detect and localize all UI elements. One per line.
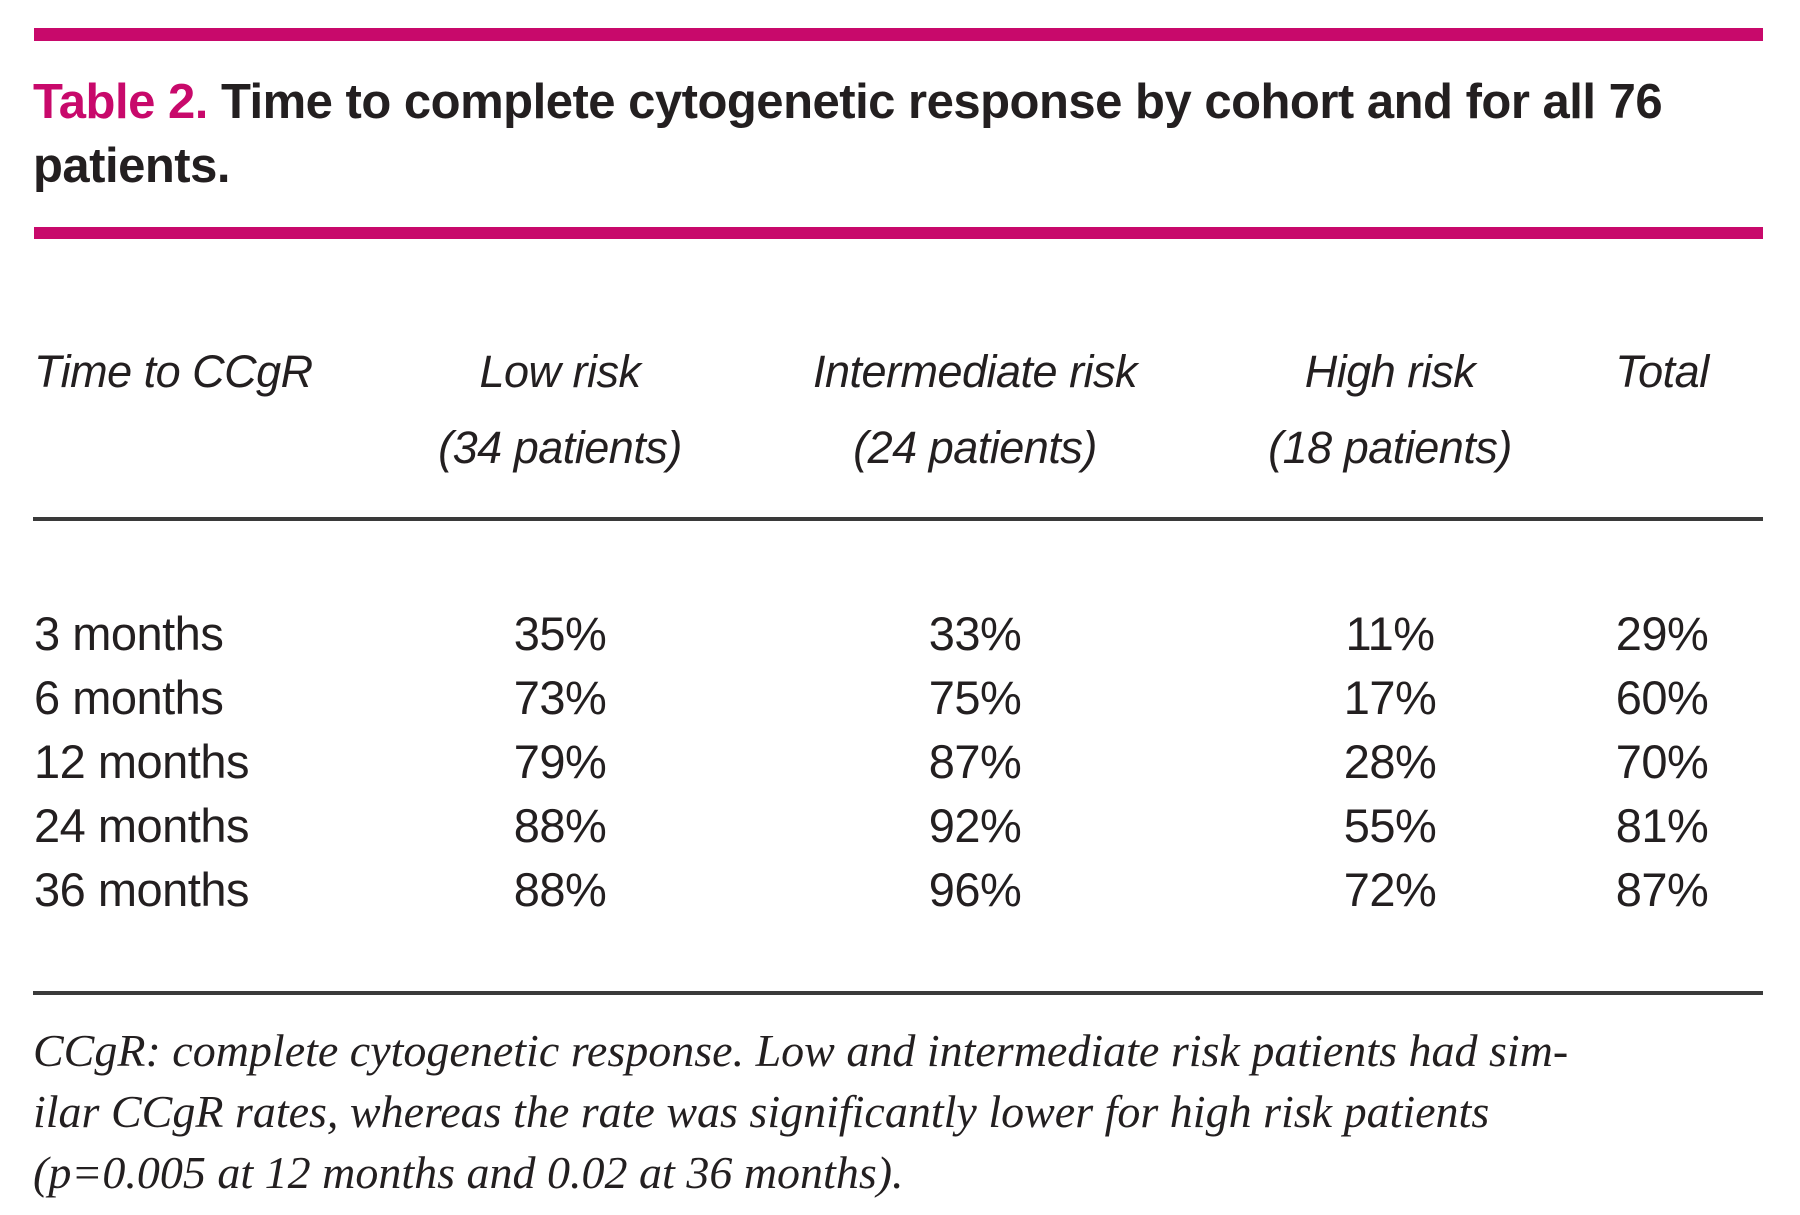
column-header-high-risk: High risk (18 patients) [1220, 334, 1560, 486]
value-cell-intermediate: 96% [928, 863, 1022, 916]
column-header-label: Intermediate risk [812, 346, 1138, 397]
table-row: 24 months 88% 92% 55% 81% [34, 794, 1764, 858]
table-row: 12 months 79% 87% 28% 70% [34, 730, 1764, 794]
value-cell-total: 81% [1615, 799, 1709, 852]
row-label: 24 months [34, 799, 249, 852]
value-cell-low: 35% [513, 607, 607, 660]
table-footnote: CCgR: complete cytogenetic response. Low… [33, 1020, 1793, 1203]
value-cell-intermediate: 92% [928, 799, 1022, 852]
column-header-label: Total [1615, 346, 1709, 397]
row-label: 36 months [34, 863, 249, 916]
table-row: 6 months 73% 75% 17% 60% [34, 666, 1764, 730]
value-cell-total: 29% [1615, 607, 1709, 660]
column-header-subline: (24 patients) [853, 422, 1097, 473]
value-cell-intermediate: 75% [928, 671, 1022, 724]
value-cell-intermediate: 87% [928, 735, 1022, 788]
table-body: 3 months 35% 33% 11% 29% 6 months 73% 75… [34, 602, 1764, 922]
footnote-line: (p=0.005 at 12 months and 0.02 at 36 mon… [33, 1147, 904, 1198]
value-cell-high: 11% [1345, 607, 1435, 660]
row-label: 3 months [34, 607, 224, 660]
column-header-subline: (34 patients) [438, 422, 682, 473]
column-header-low-risk: Low risk (34 patients) [390, 334, 730, 486]
table-title: Table 2. Time to complete cytogenetic re… [33, 70, 1783, 198]
column-header-subline: (18 patients) [1268, 422, 1512, 473]
value-cell-low: 73% [513, 671, 607, 724]
table-title-text: Time to complete cytogenetic response by… [33, 75, 1663, 193]
value-cell-total: 60% [1615, 671, 1709, 724]
header-separator-rule [33, 517, 1763, 521]
value-cell-intermediate: 33% [928, 607, 1022, 660]
value-cell-low: 88% [513, 799, 607, 852]
table-row: 36 months 88% 96% 72% 87% [34, 858, 1764, 922]
value-cell-high: 17% [1343, 671, 1437, 724]
title-bottom-accent-rule [34, 227, 1763, 239]
value-cell-low: 88% [513, 863, 607, 916]
column-header-intermediate-risk: Intermediate risk (24 patients) [730, 334, 1220, 486]
top-accent-rule [34, 28, 1763, 41]
column-header-total: Total [1560, 334, 1764, 486]
table-number-label: Table 2. [33, 75, 208, 129]
row-label: 12 months [34, 735, 249, 788]
table-row: 3 months 35% 33% 11% 29% [34, 602, 1764, 666]
value-cell-low: 79% [513, 735, 607, 788]
value-cell-high: 28% [1343, 735, 1437, 788]
column-header-label: Time to CCgR [34, 346, 313, 397]
footnote-line: CCgR: complete cytogenetic response. Low… [33, 1025, 1569, 1076]
table-header-row: Time to CCgR Low risk (34 patients) Inte… [34, 334, 1764, 486]
value-cell-total: 87% [1615, 863, 1709, 916]
value-cell-high: 72% [1343, 863, 1437, 916]
column-header-time-to-ccgr: Time to CCgR [34, 334, 390, 486]
row-label: 6 months [34, 671, 224, 724]
value-cell-high: 55% [1343, 799, 1437, 852]
column-header-label: High risk [1304, 346, 1476, 397]
value-cell-total: 70% [1615, 735, 1709, 788]
footnote-line: ilar CCgR rates, whereas the rate was si… [33, 1086, 1490, 1137]
column-header-label: Low risk [479, 346, 641, 397]
footer-separator-rule [33, 991, 1763, 995]
